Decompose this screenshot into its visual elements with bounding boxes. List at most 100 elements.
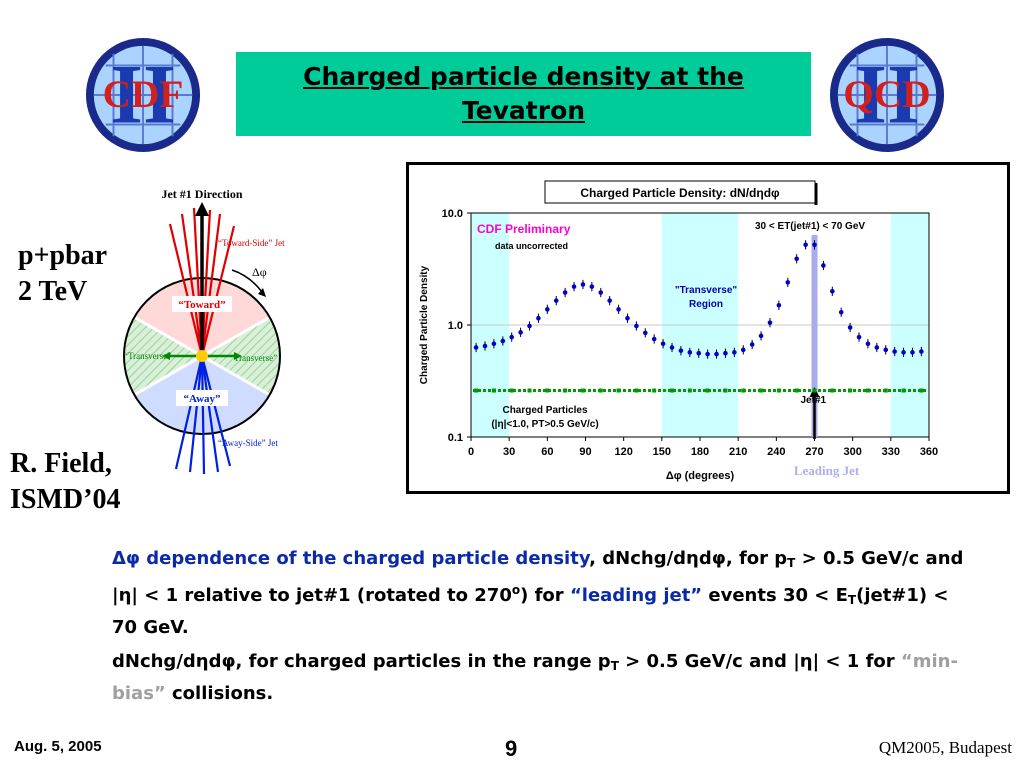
author-label: R. Field, ISMD’04 [10,446,120,518]
qcd-logo-text: QCD [843,72,930,116]
minbias-point [563,388,568,393]
para2-text-c: collisions. [165,683,274,704]
leading-jet-label: Leading Jet [794,463,860,478]
minbias-point [705,388,710,393]
leading-point [714,351,719,357]
minbias-point [830,388,835,393]
leading-point [883,347,889,353]
x-tick-label: 90 [579,446,591,458]
jet-direction-label: Jet #1 Direction [161,187,242,201]
minbias-point [616,388,621,393]
jet1-label: Jet#1 [801,395,827,406]
leading-point [580,282,586,287]
minbias-point [812,388,817,393]
para1-sup-o: o [511,583,521,597]
leading-point [625,315,630,321]
leading-point [687,350,693,355]
transverse-region-label-2: Region [689,299,723,310]
leading-point [758,333,764,339]
para1-leading-jet: “leading jet” [569,585,703,606]
minbias-point [491,388,496,393]
density-chart: 0 30 60 90 120 150 180 210 240 270 300 330 360 0.1 1.0… [419,180,938,482]
para1-text-c: ) for [520,585,570,606]
para1-text-a: , dNchg/dηdφ, for p [589,548,788,569]
y-axis-label: Charged Particle Density [419,265,430,384]
minbias-point [509,388,514,393]
x-axis-label: Δφ (degrees) [666,470,735,482]
leading-point [865,341,871,347]
minbias-point [865,388,870,393]
minbias-point [901,388,906,393]
leading-point [553,298,559,303]
leading-point [892,349,897,354]
leading-point [696,350,702,356]
leading-point [830,288,835,294]
leading-point [910,350,915,355]
minbias-point [723,388,728,393]
leading-point [847,325,853,330]
chart-title: Charged Particle Density: dN/dηdφ [580,186,780,200]
description-paragraph-2: dNchg/dηdφ, for charged particles in the… [112,648,972,707]
leading-point [491,341,497,347]
para1-sub-et: T [847,593,857,607]
y-tick-label: 0.1 [448,432,463,444]
x-tick-label: 210 [729,446,747,458]
y-tick-label: 10.0 [442,208,463,220]
para1-text-e: (jet#1) < 70 GeV. [112,585,949,638]
para2-text-a: dNchg/dηdφ, for charged particles in the… [112,651,611,672]
toward-side-jet-label: “Toward-Side” Jet [218,238,285,248]
charged-particles-cut-label: (|η|<1.0, PT>0.5 GeV/c) [491,419,598,430]
leading-point [838,309,844,315]
leading-point [821,263,826,268]
leading-point [669,345,675,350]
leading-point [500,338,506,344]
footer-date: Aug. 5, 2005 [14,738,102,755]
data-uncorrected-label: data uncorrected [495,241,568,251]
x-tick-label: 300 [843,446,861,458]
footer-conference: QM2005, Budapest [878,738,1012,757]
jet1-line [811,235,818,437]
leading-point [919,349,924,354]
para2-min-bias: “min-bias” [112,651,958,704]
slide-title: Charged particle density at the Tevatron [236,52,811,136]
leading-point [651,336,657,342]
leading-point [660,341,666,347]
x-tick-label: 0 [468,446,474,458]
leading-point [634,323,639,329]
minbias-point [545,388,550,393]
x-tick-label: 360 [920,446,938,458]
para1-text-d: events 30 < E [702,585,848,606]
leading-point [740,347,746,353]
leading-point [642,330,648,336]
delta-phi-label: Δφ [252,265,267,279]
leading-point [856,334,862,340]
qcd-logo-roman: II [854,49,920,142]
x-tick-label: 180 [691,446,709,458]
cdf-logo-roman: II [110,49,176,142]
slide-title-line2: Tevatron [461,96,586,125]
minbias-point [670,388,675,393]
away-side-jet-label: “Away-Side” Jet [218,438,278,448]
leading-point [794,256,799,262]
collision-label: p+pbar 2 TeV [18,238,107,310]
leading-point [473,345,479,350]
author-label-line1: R. Field, [10,448,112,479]
leading-point [536,315,541,321]
minbias-point [527,388,532,393]
charged-particles-label: Charged Particles [502,405,587,416]
para1-highlight: Δφ dependence of the charged particle de… [112,548,590,569]
leading-point [803,242,808,248]
transverse-right-label: “Transverse” [230,353,277,363]
leading-point [678,348,684,353]
minbias-point [741,388,746,393]
leading-point [518,330,523,335]
toward-region-label: “Toward” [178,299,225,311]
leading-point [749,342,755,347]
x-tick-label: 30 [503,446,515,458]
x-tick-label: 60 [541,446,553,458]
slide-title-line1: Charged particle density at the [303,62,744,91]
x-tick-label: 120 [614,446,632,458]
leading-point [598,290,604,295]
minbias-point [883,388,888,393]
minbias-point [687,388,692,393]
